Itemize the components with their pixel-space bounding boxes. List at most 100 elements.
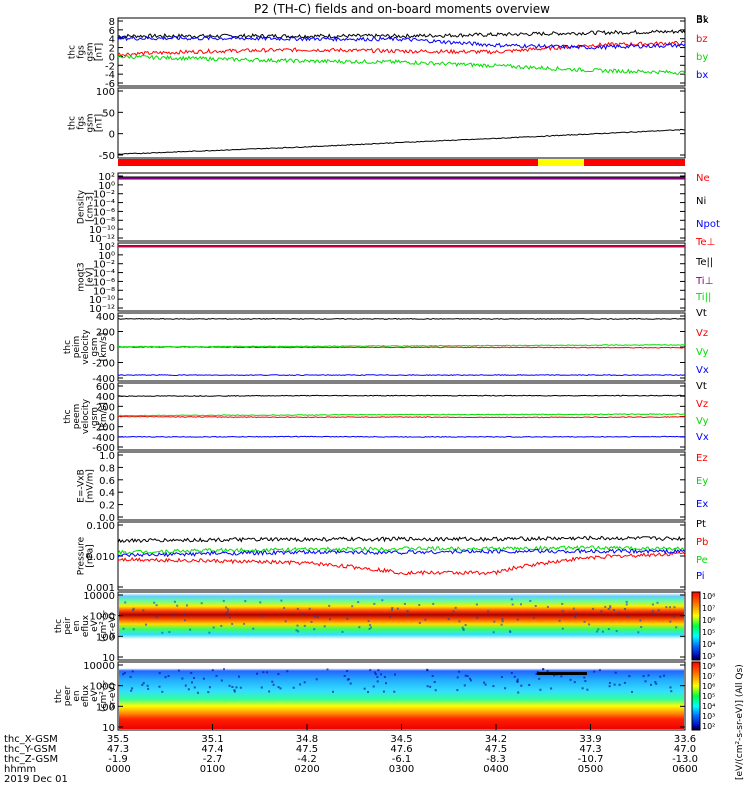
y-axis-label: velocity <box>81 398 91 434</box>
y-tick-label: 0.0 <box>99 513 115 524</box>
spectrogram-speckle <box>283 606 286 609</box>
x-tick-label: 47.4 <box>201 744 223 755</box>
time-axis-row-label: thc_Z-GSM <box>4 754 58 765</box>
x-tick-label: 0200 <box>294 764 319 775</box>
spectrogram-speckle <box>153 601 156 604</box>
legend-Vx: Vx <box>696 365 709 376</box>
spectrogram-speckle <box>351 605 354 608</box>
spectrogram-speckle <box>271 680 274 683</box>
spectrogram-speckle <box>132 628 135 631</box>
y-tick-label: 50 <box>102 108 115 119</box>
spectrogram-speckle <box>463 684 466 687</box>
y-axis-label: sr-eV) <box>108 613 118 639</box>
spectrogram-speckle <box>227 608 230 611</box>
spectrogram-speckle <box>561 602 564 605</box>
series-line-Bx <box>117 128 686 155</box>
panel-frame <box>117 451 686 521</box>
spectrogram-speckle <box>303 681 306 684</box>
y-tick-label: 0.001 <box>86 583 115 594</box>
y-axis-label: peim <box>72 336 82 359</box>
legend-Pb: Pb <box>696 537 708 548</box>
spectrogram-speckle <box>669 686 672 689</box>
spectrogram-speckle <box>593 670 596 673</box>
x-tick-label: 0000 <box>105 764 130 775</box>
spectrogram-speckle <box>396 607 399 610</box>
colorbar-tick-label: 10⁸ <box>702 662 715 671</box>
spectrogram-speckle <box>650 683 652 686</box>
y-axis-label: Pressure <box>77 536 87 575</box>
spectrogram-speckle <box>608 685 611 688</box>
y-axis-label: gsm <box>86 42 96 61</box>
y-tick-label: 0 <box>109 130 115 141</box>
spectrogram-speckle <box>158 685 161 688</box>
figure-title: P2 (TH-C) fields and on-board moments ov… <box>254 2 550 16</box>
series-line-by <box>117 54 686 75</box>
spectrogram-speckle <box>370 626 372 629</box>
y-tick-label: 200 <box>96 328 115 339</box>
spectrogram-speckle <box>376 676 379 678</box>
spectrogram-speckle <box>454 606 457 609</box>
legend-Ni: Ni <box>696 196 706 207</box>
legend-Vz: Vz <box>696 328 708 339</box>
spectrogram-speckle <box>164 676 167 679</box>
spectrogram-speckle <box>669 606 671 609</box>
y-tick-label: 100 <box>96 87 115 98</box>
spectrogram-speckle <box>501 618 504 621</box>
y-tick-label: 1.0 <box>99 451 115 462</box>
y-tick-label: 10⁰ <box>98 251 115 262</box>
spectrogram-speckle <box>569 678 572 681</box>
colorbar-tick-label: 10⁷ <box>702 672 715 681</box>
spectrogram-speckle <box>208 631 211 634</box>
y-axis-label: eflux <box>81 684 91 707</box>
spectrogram-speckle <box>367 620 370 623</box>
y-axis-label: peer <box>63 685 73 706</box>
spectrogram-speckle <box>588 623 591 626</box>
y-tick-label: 10⁻² <box>93 190 115 201</box>
spectrogram-speckle <box>618 683 621 686</box>
y-tick-label: 10000 <box>83 591 115 602</box>
spectrogram-speckle <box>483 681 486 684</box>
spectrogram-speckle <box>191 681 193 684</box>
spectrogram-speckle <box>244 600 247 603</box>
spectrogram-speckle <box>176 604 179 607</box>
spectrogram-speckle <box>146 684 149 687</box>
spectrogram-speckle <box>238 675 240 678</box>
spectrogram-speckle <box>220 624 223 627</box>
spectrogram-speckle <box>642 675 645 678</box>
spectrogram-speckle <box>624 608 626 610</box>
spectrogram-speckle <box>141 683 144 686</box>
legend-Vz: Vz <box>696 399 708 410</box>
y-axis-label: moqt3 <box>77 262 87 291</box>
spectrogram-speckle <box>374 673 377 676</box>
y-tick-label: 1000 <box>90 682 115 693</box>
y-tick-label: 0.4 <box>99 488 115 499</box>
spectrogram-speckle <box>303 624 306 627</box>
spectrogram-speckle <box>487 610 489 613</box>
spectrogram-speckle <box>574 615 577 618</box>
y-axis-label: (cm²-s- <box>99 610 109 642</box>
spectrogram-speckle <box>391 607 394 609</box>
data-gap-mark <box>537 672 587 675</box>
spectrogram-speckle <box>262 671 265 674</box>
spectrogram-speckle <box>475 603 478 606</box>
y-tick-label: 10² <box>98 172 115 183</box>
y-tick-label: 400 <box>96 312 115 323</box>
series-line-Vx <box>117 374 686 377</box>
spectrogram-speckle <box>173 600 176 603</box>
colorbar-tick-label: 10⁵ <box>702 692 715 701</box>
spectrogram-speckle <box>228 684 231 687</box>
y-axis-label: thc <box>63 409 73 423</box>
y-tick-label: 0.6 <box>99 476 115 487</box>
y-tick-label: -400 <box>92 374 115 385</box>
spectrogram-peir_eflux <box>119 593 684 659</box>
spectrogram-speckle <box>476 616 479 619</box>
y-tick-label: 600 <box>96 382 115 393</box>
spectrogram-speckle <box>193 686 196 689</box>
spectrogram-speckle <box>609 606 612 609</box>
spectrogram-speckle <box>583 676 586 679</box>
spectrogram-speckle <box>501 620 504 623</box>
spectrogram-speckle <box>604 605 607 608</box>
spectrogram-speckle <box>654 681 657 684</box>
spectrogram-speckle <box>613 609 615 611</box>
